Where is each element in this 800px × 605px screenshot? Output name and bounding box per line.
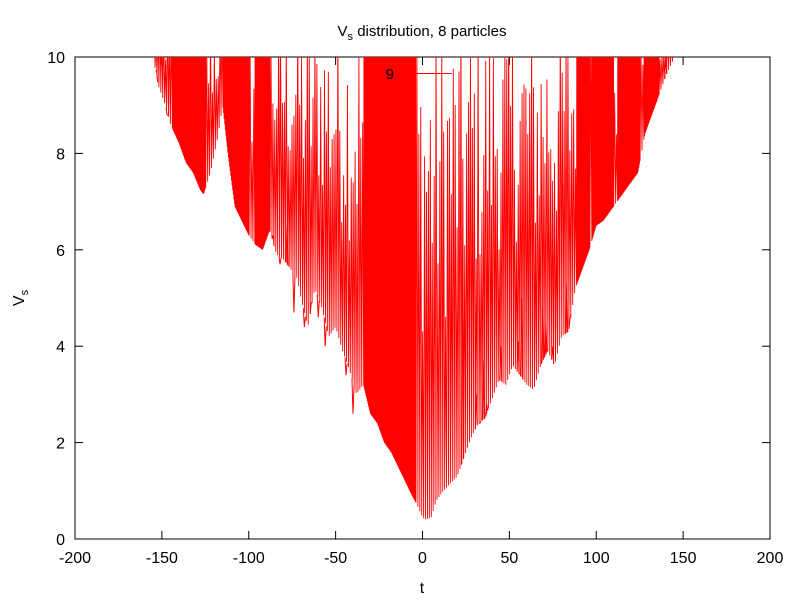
series-group <box>153 57 675 520</box>
x-tick-label: 200 <box>757 550 784 567</box>
x-tick-label: -200 <box>59 550 91 567</box>
y-tick-label: 6 <box>56 243 65 260</box>
chart-title-rest: distribution, 8 particles <box>353 23 506 40</box>
series-spike <box>316 295 320 318</box>
series-spike <box>474 394 478 430</box>
legend: 9 <box>386 66 452 83</box>
x-tick-label: -50 <box>324 550 347 567</box>
y-tick-label: 8 <box>56 146 65 163</box>
chart-title-subscript: s <box>348 31 354 43</box>
series-spike <box>653 81 657 109</box>
y-axis-label-main: V <box>11 295 28 306</box>
chart-title-main: V <box>338 23 348 40</box>
x-tick-label: 100 <box>583 550 610 567</box>
series-spike <box>255 177 259 247</box>
x-tick-label: -150 <box>146 550 178 567</box>
series-spike <box>485 403 489 417</box>
series-spike <box>568 314 572 328</box>
series-spike <box>271 235 275 247</box>
legend-entry-label: 9 <box>386 66 394 83</box>
x-axis-label: t <box>420 580 425 597</box>
y-tick-label: 4 <box>56 339 65 356</box>
y-axis-ticks: 0 2 4 6 8 10 <box>47 50 770 549</box>
y-tick-label: 0 <box>56 532 65 549</box>
series-spike <box>565 283 569 334</box>
series-spike <box>344 357 348 376</box>
series-spike <box>519 297 524 379</box>
series-line <box>153 57 675 520</box>
x-tick-label: 50 <box>500 550 518 567</box>
series-spike <box>292 272 296 313</box>
series-spike <box>155 70 159 83</box>
y-axis-label-subscript: s <box>19 289 31 295</box>
series-spike <box>544 322 548 357</box>
series-spike <box>540 307 544 365</box>
series-spike <box>278 256 282 265</box>
series-spike <box>309 301 313 314</box>
y-tick-label: 10 <box>47 50 65 67</box>
x-tick-label: -100 <box>233 550 265 567</box>
series-spike <box>478 421 482 424</box>
x-tick-label: 150 <box>670 550 697 567</box>
series-spike <box>302 308 306 327</box>
series-spike <box>516 341 520 375</box>
series-spike <box>481 360 485 421</box>
x-axis-ticks: -200 -150 -100 -50 0 50 100 150 200 <box>59 57 783 567</box>
series-spike <box>351 378 355 414</box>
series-spike <box>285 225 289 266</box>
series-spike <box>499 346 503 382</box>
series-spike <box>551 346 555 365</box>
series-spike <box>323 317 327 347</box>
chart-title: Vs distribution, 8 particles <box>338 23 507 43</box>
series-spike <box>165 107 169 116</box>
series-spike <box>664 57 668 80</box>
y-axis-label: Vs <box>11 289 31 306</box>
y-tick-label: 2 <box>56 436 65 453</box>
x-tick-label: 0 <box>418 550 427 567</box>
series-spike <box>460 254 464 465</box>
